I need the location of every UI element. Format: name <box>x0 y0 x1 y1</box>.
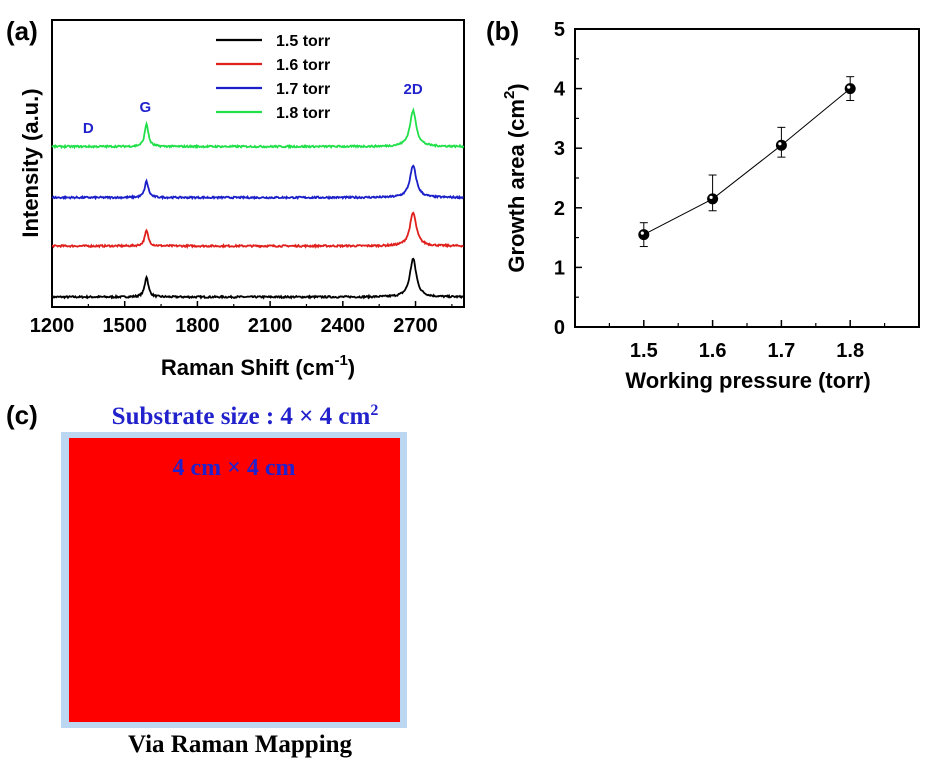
spectrum-line-4 <box>51 107 465 150</box>
growth-y-tick-label: 5 <box>554 19 565 41</box>
growth-trend-line <box>643 88 851 236</box>
spectrum-line-3 <box>51 164 464 201</box>
mapping-caption: Via Raman Mapping <box>128 731 353 758</box>
spectra-x-tick-label: 1200 <box>30 315 75 337</box>
spectrum-line-1 <box>51 257 464 300</box>
data-point-highlight <box>640 231 644 235</box>
growth-y-tick-label: 4 <box>554 79 566 101</box>
data-point <box>638 229 650 241</box>
spectra-x-tick-label: 1800 <box>175 315 220 337</box>
growth-x-tick-label: 1.6 <box>699 340 727 362</box>
peak-label-2d: 2D <box>404 81 423 98</box>
data-point-highlight <box>778 142 782 146</box>
growth-y-tick-label: 1 <box>554 257 565 279</box>
map-size-label: 4 cm × 4 cm <box>173 455 296 481</box>
substrate-size-caption: Substrate size : 4 × 4 cm2 <box>112 402 379 430</box>
growth-area-panel: (b) 0 1 2 3 4 5 1.5 1.6 1.7 1.8 Working pressure… <box>486 16 920 393</box>
spectra-x-tick-label: 2100 <box>248 315 293 337</box>
peak-label-d: D <box>83 120 94 137</box>
growth-y-ticks: 0 1 2 3 4 5 <box>554 19 582 339</box>
legend-label-4: 1.8 torr <box>276 105 330 122</box>
spectra-x-tick-label: 2400 <box>321 315 366 337</box>
raman-mapping-panel: (c) Substrate size : 4 × 4 cm2 4 cm × 4 … <box>6 400 407 758</box>
growth-data-group <box>638 76 856 248</box>
spectrum-line-2 <box>51 211 464 250</box>
growth-x-tick-label: 1.5 <box>630 340 658 362</box>
raman-spectra-panel: (a) 1200 1500 1800 2100 2400 2700 D G 2D 1.5 to… <box>6 16 465 380</box>
data-point-highlight <box>709 195 713 199</box>
data-point <box>707 193 719 205</box>
spectra-legend: 1.5 torr 1.6 torr 1.7 torr 1.8 torr <box>216 33 330 122</box>
spectra-x-tick-label: 1500 <box>102 315 147 337</box>
data-point-highlight <box>847 85 851 89</box>
growth-y-tick-label: 2 <box>554 198 565 220</box>
raman-map-area <box>69 438 400 722</box>
panel-a-label: (a) <box>6 16 38 46</box>
spectra-y-axis-title: Intensity (a.u.) <box>18 88 43 237</box>
growth-plot-frame <box>574 28 920 328</box>
growth-y-tick-label: 3 <box>554 138 565 160</box>
spectra-x-tick-label: 2700 <box>393 315 438 337</box>
growth-y-tick-label: 0 <box>554 317 565 339</box>
growth-x-axis-title: Working pressure (torr) <box>625 368 870 393</box>
legend-label-1: 1.5 torr <box>276 33 330 50</box>
growth-y-axis-title: Growth area (cm2) <box>501 83 529 272</box>
data-point <box>775 139 787 151</box>
growth-x-tick-label: 1.7 <box>767 340 795 362</box>
spectra-x-axis-title: Raman Shift (cm-1) <box>161 352 355 380</box>
legend-label-3: 1.7 torr <box>276 81 330 98</box>
spectra-x-ticks: 1200 1500 1800 2100 2400 2700 <box>30 301 453 337</box>
growth-x-ticks: 1.5 1.6 1.7 1.8 <box>608 320 886 362</box>
peak-label-g: G <box>139 99 151 116</box>
legend-label-2: 1.6 torr <box>276 57 330 74</box>
data-point <box>844 83 856 95</box>
peak-labels: D G 2D <box>83 81 423 137</box>
spectra-plot-frame <box>51 19 465 308</box>
growth-x-tick-label: 1.8 <box>836 340 864 362</box>
panel-b-label: (b) <box>486 16 519 46</box>
panel-c-label: (c) <box>6 400 38 430</box>
spectra-series-group <box>51 107 465 300</box>
